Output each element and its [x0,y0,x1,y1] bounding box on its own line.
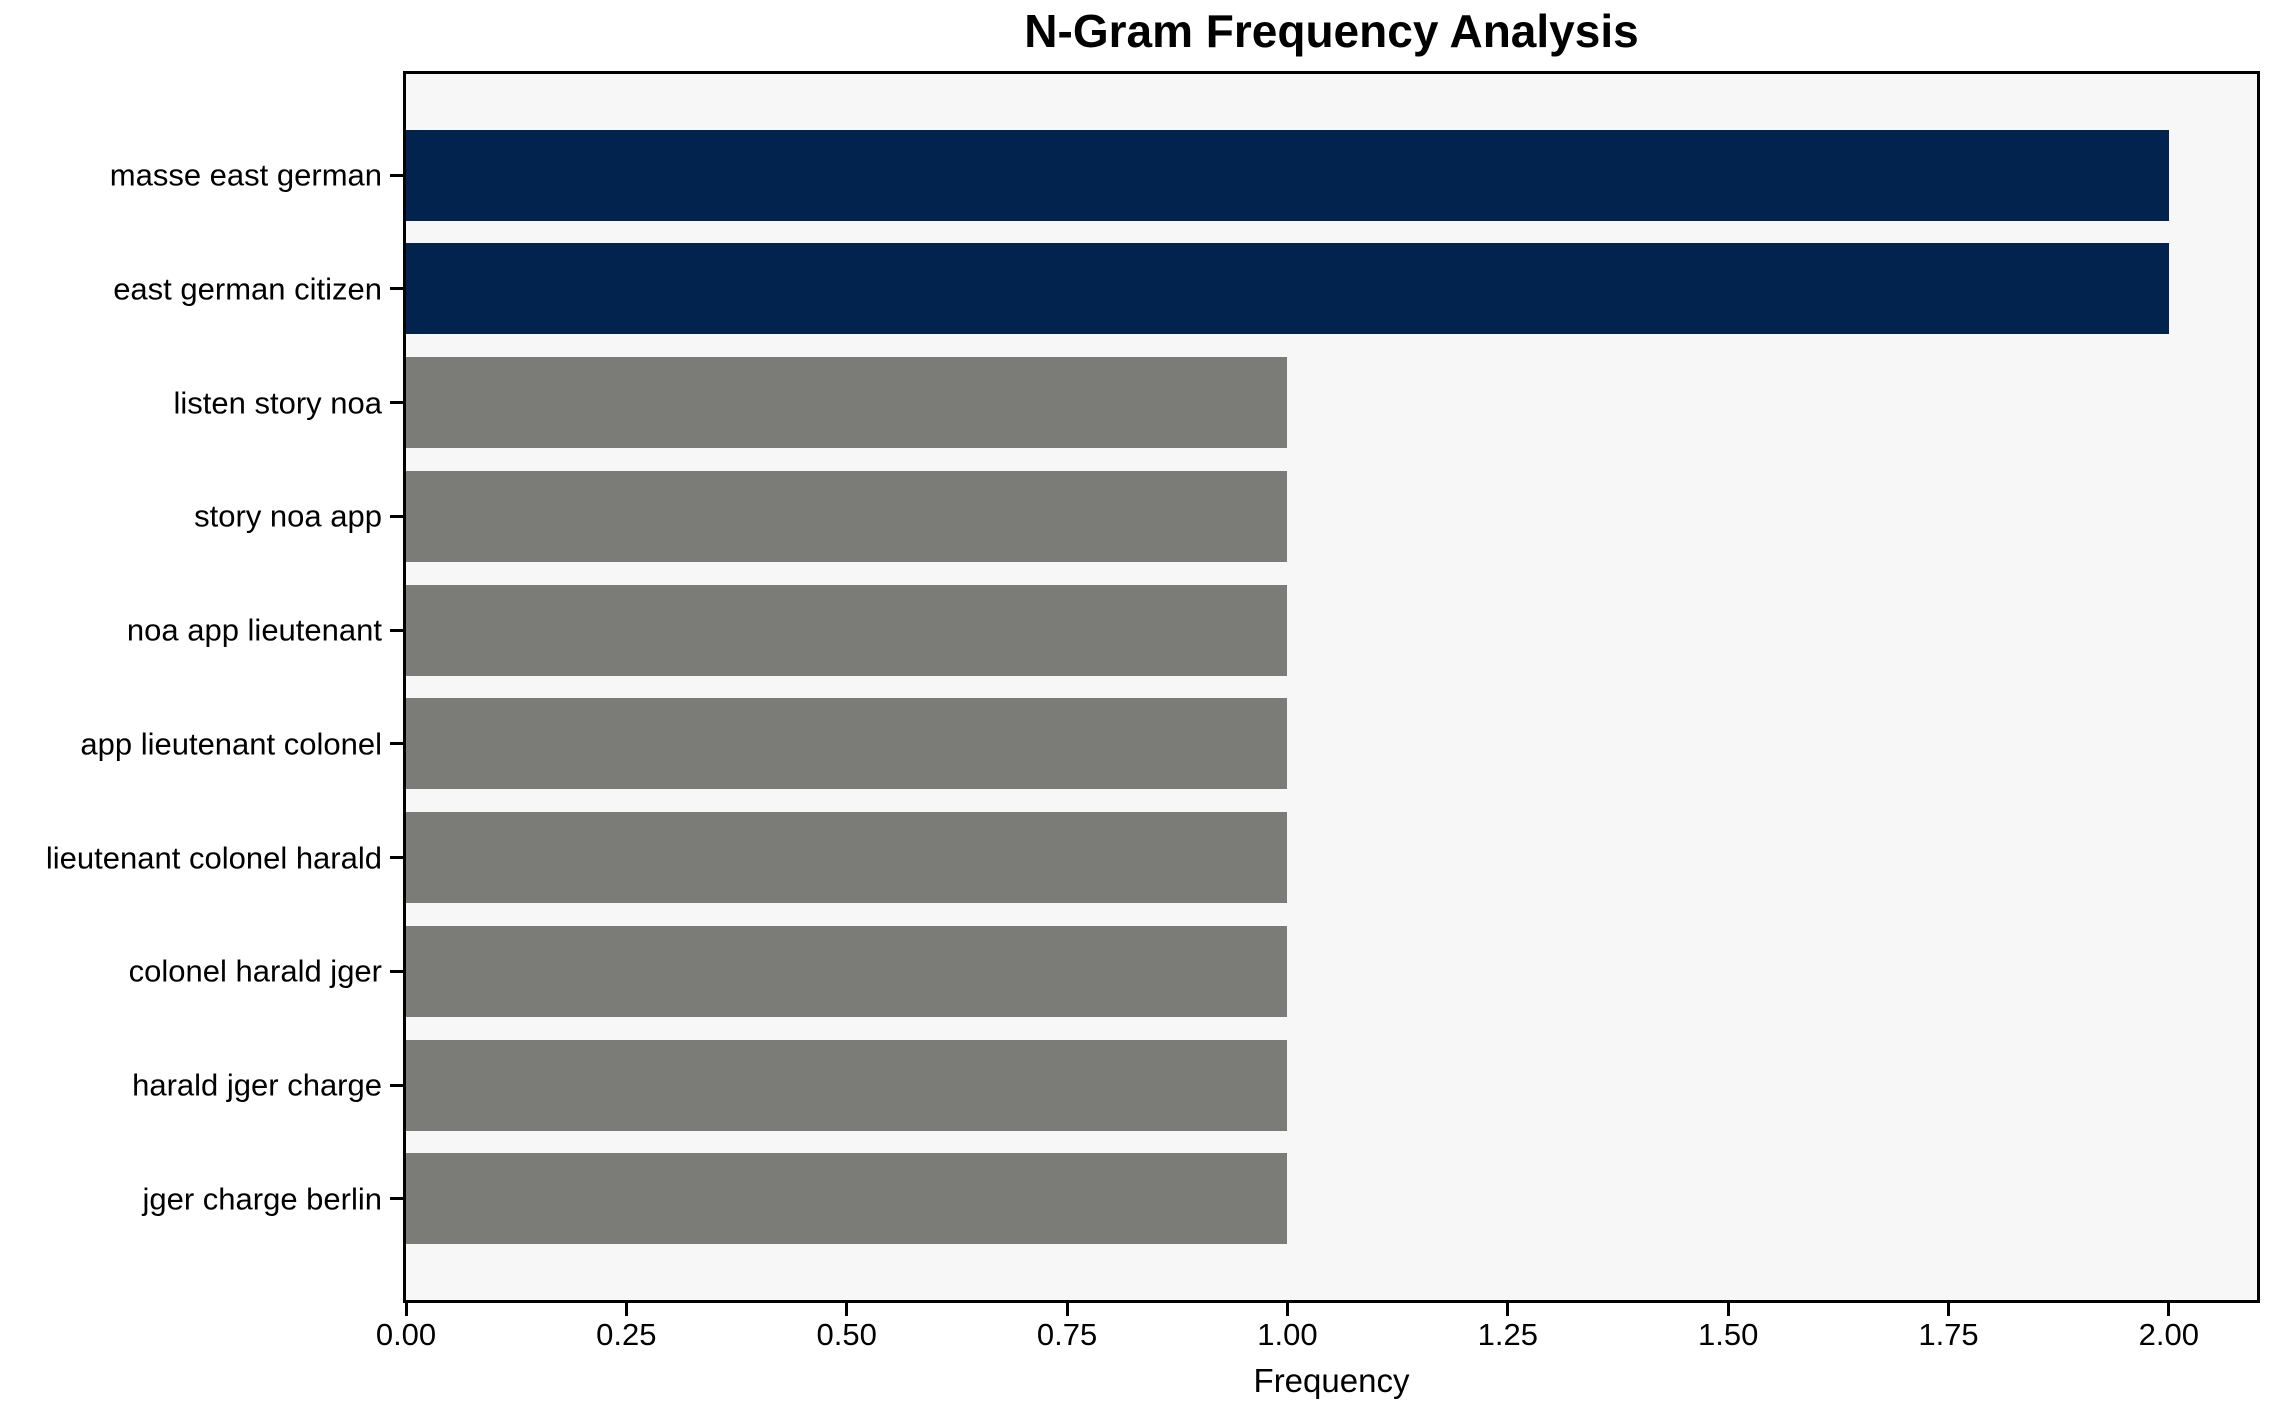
plot-area [403,71,2260,1303]
x-tick-label: 1.75 [1918,1317,1979,1352]
y-tick-label: masse east german [109,157,382,193]
chart-title: N-Gram Frequency Analysis [1024,5,1639,57]
y-tick-mark [390,401,403,405]
x-tick-label: 2.00 [2138,1317,2200,1352]
bar [406,243,2169,335]
bar [406,584,1288,676]
y-tick-mark [390,287,403,291]
x-tick-mark [1506,1303,1510,1316]
x-tick-mark [2167,1303,2171,1316]
x-axis-label: Frequency [1253,1362,1410,1399]
bar [406,925,1288,1017]
x-tick-mark [1947,1303,1950,1316]
y-tick-label: story noa app [194,498,382,534]
y-tick-label: app lieutenant colonel [80,726,382,762]
x-tick-label: 1.00 [1257,1317,1318,1352]
y-tick-mark [390,856,403,860]
x-tick-label: 0.25 [596,1317,657,1352]
y-tick-label: jger charge berlin [142,1181,382,1217]
x-tick-label: 0.00 [375,1317,437,1352]
x-tick-mark [1065,1303,1069,1316]
bar [406,812,1288,904]
bar [406,357,1288,449]
x-tick-mark [1726,1303,1730,1316]
x-tick-label: 0.50 [816,1317,877,1352]
y-tick-label: east german citizen [113,271,382,307]
y-tick-label: noa app lieutenant [126,612,382,648]
y-tick-label: harald jger charge [132,1067,382,1103]
y-tick-mark [390,1197,403,1201]
x-tick-mark [624,1303,628,1316]
y-tick-mark [390,514,403,518]
x-tick-mark [845,1303,849,1316]
bar [406,470,1288,562]
y-tick-label: lieutenant colonel harald [45,840,382,876]
y-tick-mark [390,969,403,973]
x-tick-mark [1285,1303,1289,1316]
y-tick-label: colonel harald jger [128,953,382,989]
y-tick-mark [390,173,403,177]
y-tick-label: listen story noa [173,385,383,421]
x-tick-mark [404,1303,408,1316]
y-tick-mark [390,628,403,632]
bar [406,129,2169,221]
bar [406,698,1288,790]
y-tick-mark [390,742,403,746]
x-tick-label: 1.50 [1697,1317,1759,1352]
x-tick-label: 0.75 [1036,1317,1098,1352]
x-tick-label: 1.25 [1477,1317,1538,1352]
bar [406,1153,1288,1245]
bar [406,1039,1288,1131]
y-tick-mark [390,1083,403,1087]
